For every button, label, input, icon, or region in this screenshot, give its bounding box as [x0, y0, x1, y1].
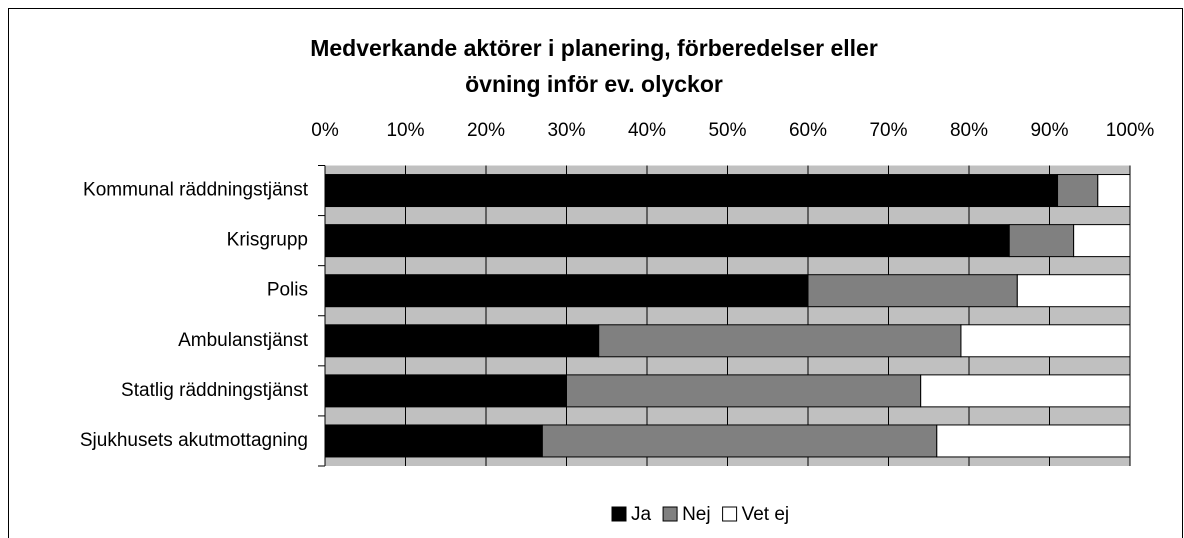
legend-swatch	[662, 506, 678, 522]
bar-segment	[920, 374, 1131, 408]
x-tick-label: 50%	[708, 120, 746, 141]
bar-segment	[324, 174, 1059, 208]
x-tick-label: 100%	[1106, 120, 1155, 141]
legend-swatch	[611, 506, 627, 522]
bar-segment	[936, 424, 1131, 458]
frame	[8, 8, 1183, 538]
x-tick-label: 90%	[1030, 120, 1068, 141]
y-tick-label: Sjukhusets akutmottagning	[80, 430, 308, 451]
bar-segment	[566, 374, 922, 408]
x-tick-label: 0%	[311, 120, 339, 141]
bar-segment	[324, 374, 567, 408]
y-tick-label: Krisgrupp	[227, 230, 308, 251]
x-tick-label: 10%	[386, 120, 424, 141]
bar-segment	[541, 424, 938, 458]
bar-segment	[1097, 174, 1131, 208]
x-tick-label: 40%	[628, 120, 666, 141]
x-tick-label: 20%	[467, 120, 505, 141]
bar-segment	[1016, 274, 1131, 308]
x-tick-label: 70%	[869, 120, 907, 141]
x-tick-label: 60%	[789, 120, 827, 141]
bar-segment	[1073, 224, 1131, 258]
bar-segment	[960, 324, 1131, 358]
y-tick-label: Statlig räddningstjänst	[121, 380, 309, 401]
legend-label: Ja	[631, 504, 652, 525]
chart-title: övning inför ev. olyckor	[465, 71, 723, 97]
bar-segment	[598, 324, 962, 358]
bar-segment	[324, 424, 543, 458]
legend-label: Vet ej	[742, 504, 790, 525]
legend-label: Nej	[682, 504, 711, 525]
chart-title: Medverkande aktörer i planering, förbere…	[310, 35, 878, 61]
y-tick-label: Polis	[267, 280, 308, 301]
legend-swatch	[722, 506, 738, 522]
bar-segment	[324, 324, 600, 358]
bar-segment	[324, 274, 809, 308]
x-tick-label: 30%	[547, 120, 585, 141]
bar-segment	[1008, 224, 1075, 258]
x-tick-label: 80%	[950, 120, 988, 141]
y-tick-label: Kommunal räddningstjänst	[83, 180, 309, 201]
y-tick-label: Ambulanstjänst	[178, 330, 309, 351]
bar-segment	[324, 224, 1010, 258]
bar-segment	[1057, 174, 1099, 208]
bar-segment	[807, 274, 1018, 308]
